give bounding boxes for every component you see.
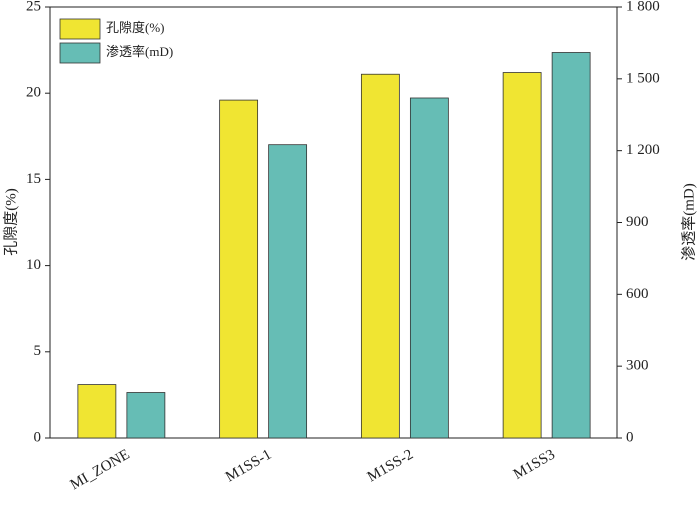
- y-tick-label: 20: [26, 85, 41, 101]
- y-tick-label: 0: [34, 429, 42, 445]
- y2-tick-label: 1 800: [626, 0, 660, 14]
- x-tick-label: M1SS-2: [365, 447, 416, 486]
- x-tick-label: M1SS3: [511, 447, 558, 483]
- y-axis-label: 孔隙度(%): [2, 188, 19, 256]
- bar: [268, 144, 308, 439]
- bar: [219, 99, 259, 439]
- legend-label: 渗透率(mD): [106, 44, 173, 59]
- y2-tick-label: 900: [626, 214, 649, 230]
- plot-frame: [49, 6, 618, 439]
- y2-tick-label: 1 500: [626, 70, 660, 86]
- legend-swatch: [59, 18, 101, 40]
- y-tick-label: 15: [26, 171, 41, 187]
- y-tick-label: 10: [26, 257, 41, 273]
- legend-label: 孔隙度(%): [106, 20, 165, 35]
- bar: [502, 72, 542, 439]
- y2-tick-label: 0: [626, 429, 634, 445]
- bar: [360, 73, 400, 439]
- y-tick-label: 5: [34, 343, 42, 359]
- bar: [409, 97, 449, 439]
- bar: [126, 392, 166, 439]
- y2-axis-label: 渗透率(mD): [680, 183, 697, 261]
- x-tick-label: MI_ZONE: [68, 447, 133, 494]
- y2-tick-label: 1 200: [626, 142, 660, 158]
- y2-tick-label: 600: [626, 286, 649, 302]
- legend-swatch: [59, 42, 101, 64]
- x-tick-label: M1SS-1: [223, 447, 274, 486]
- y2-tick-label: 300: [626, 358, 649, 374]
- bar: [551, 52, 591, 439]
- y-tick-label: 25: [26, 0, 41, 14]
- bar: [77, 384, 117, 439]
